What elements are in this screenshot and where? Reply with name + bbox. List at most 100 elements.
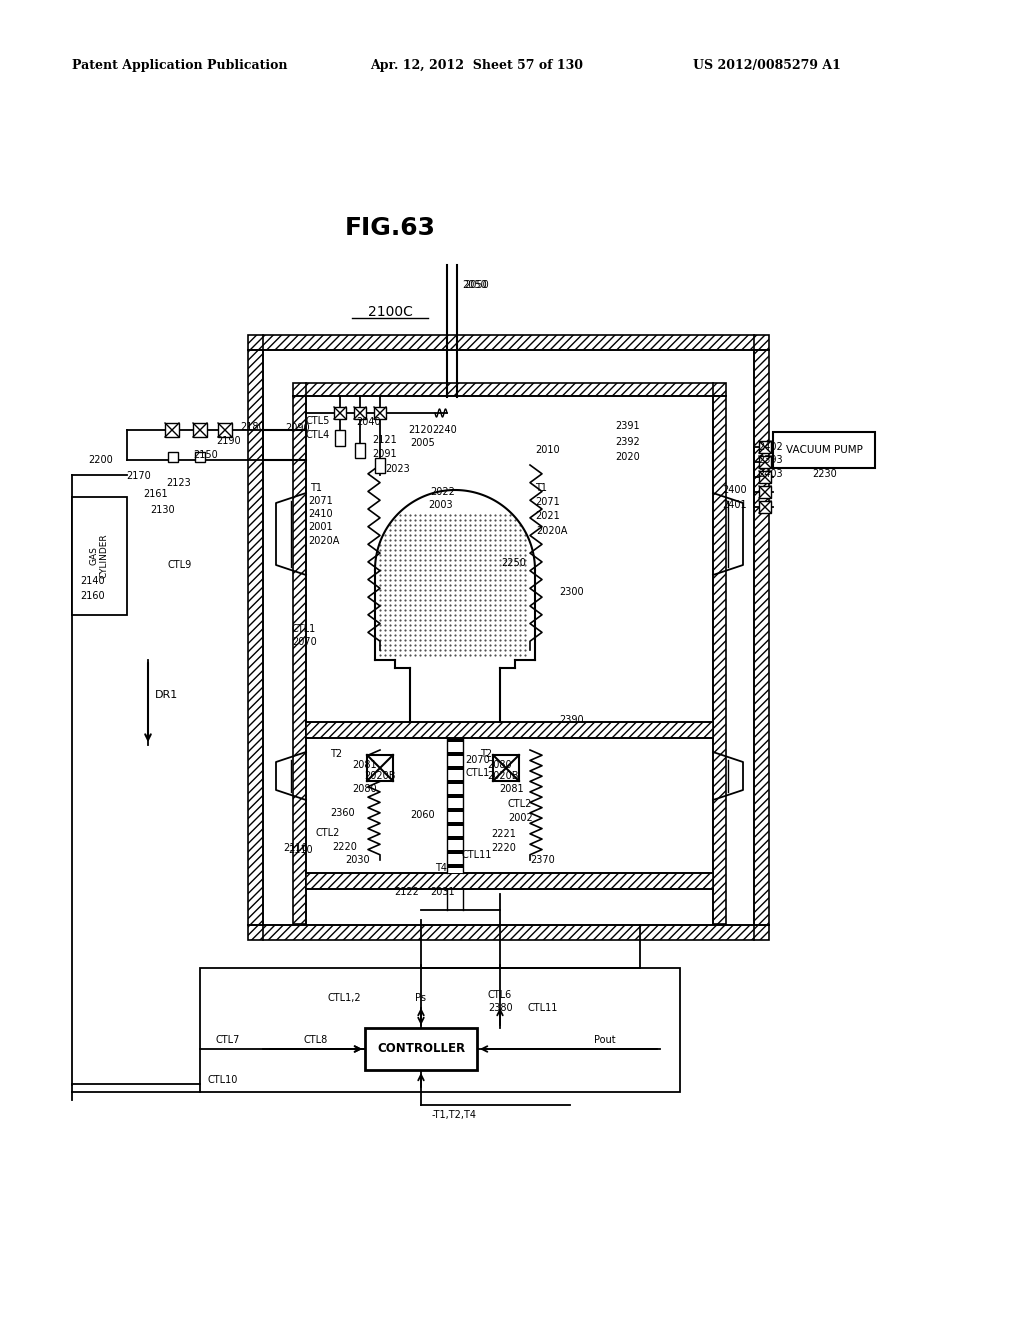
- Text: CTL2: CTL2: [315, 828, 339, 838]
- Text: 2060: 2060: [410, 810, 434, 820]
- Text: T4: T4: [435, 863, 447, 873]
- Text: 2090: 2090: [285, 422, 309, 433]
- Text: 2050: 2050: [464, 280, 488, 290]
- Text: 2380: 2380: [488, 1003, 513, 1012]
- Bar: [447, 766, 463, 770]
- Text: 2220: 2220: [332, 842, 357, 851]
- Text: CTL10: CTL10: [207, 1074, 238, 1085]
- Text: T1: T1: [310, 483, 322, 492]
- Text: 2023: 2023: [385, 465, 410, 474]
- Text: CTL7: CTL7: [215, 1035, 240, 1045]
- Bar: [218, 422, 232, 437]
- Text: 2080: 2080: [352, 784, 377, 795]
- Text: 2081: 2081: [352, 760, 377, 770]
- Text: 2003: 2003: [428, 500, 453, 510]
- Text: 2161: 2161: [143, 488, 168, 499]
- Text: 2020A: 2020A: [308, 536, 339, 546]
- Text: 2080: 2080: [487, 760, 512, 770]
- Text: Pout: Pout: [594, 1035, 615, 1045]
- Bar: [447, 759, 463, 763]
- Bar: [355, 444, 365, 458]
- Text: 2020: 2020: [615, 451, 640, 462]
- Bar: [306, 873, 713, 888]
- Text: 2100C: 2100C: [368, 305, 413, 319]
- Text: CTL6: CTL6: [488, 990, 512, 1001]
- Text: 2250: 2250: [501, 558, 526, 568]
- Text: 2160: 2160: [80, 591, 104, 601]
- Bar: [759, 441, 771, 453]
- Text: 2393: 2393: [758, 455, 782, 465]
- Text: 2390: 2390: [559, 715, 584, 725]
- Text: 2123: 2123: [166, 478, 190, 488]
- Bar: [759, 502, 771, 513]
- Bar: [447, 780, 463, 784]
- Text: 2081: 2081: [499, 784, 523, 795]
- Text: 2020B: 2020B: [364, 771, 395, 781]
- Bar: [447, 843, 463, 847]
- Text: T2: T2: [330, 748, 342, 759]
- Text: 2020A: 2020A: [536, 525, 567, 536]
- Bar: [335, 430, 345, 446]
- Text: 2240: 2240: [432, 425, 457, 436]
- Text: T1: T1: [535, 483, 547, 492]
- Bar: [447, 744, 463, 748]
- Text: 2005: 2005: [410, 438, 435, 447]
- Bar: [754, 350, 769, 925]
- Text: CTL4: CTL4: [305, 430, 330, 440]
- Text: Patent Application Publication: Patent Application Publication: [72, 58, 288, 71]
- Text: 2300: 2300: [559, 587, 584, 597]
- Text: 2001: 2001: [308, 521, 333, 532]
- Bar: [354, 407, 366, 418]
- Bar: [447, 822, 463, 826]
- Bar: [447, 829, 463, 833]
- Text: 2071: 2071: [535, 498, 560, 507]
- Bar: [193, 422, 207, 437]
- Text: T2: T2: [480, 748, 493, 759]
- Text: FIG.63: FIG.63: [344, 216, 435, 240]
- Text: 2220: 2220: [490, 843, 516, 853]
- Text: DR1: DR1: [155, 690, 178, 700]
- Text: 2031: 2031: [430, 887, 455, 898]
- Text: GAS
CYLINDER: GAS CYLINDER: [89, 533, 109, 578]
- Text: 2130: 2130: [150, 506, 175, 515]
- Bar: [447, 795, 463, 799]
- Bar: [248, 335, 769, 350]
- Bar: [447, 738, 463, 742]
- Text: 2040: 2040: [356, 417, 381, 426]
- Bar: [447, 814, 463, 818]
- Bar: [293, 396, 306, 924]
- Text: 2050: 2050: [462, 280, 486, 290]
- Text: CTL1: CTL1: [465, 768, 489, 777]
- Text: CONTROLLER: CONTROLLER: [377, 1043, 465, 1056]
- Text: 2140: 2140: [80, 576, 104, 586]
- Bar: [365, 1028, 477, 1071]
- Text: 2120: 2120: [408, 425, 433, 436]
- Bar: [447, 738, 463, 873]
- Text: 2020B: 2020B: [487, 771, 518, 781]
- Bar: [759, 486, 771, 498]
- Bar: [375, 458, 385, 473]
- Text: CTL1: CTL1: [292, 624, 316, 634]
- Text: 2091: 2091: [372, 449, 396, 459]
- Text: 2030: 2030: [345, 855, 370, 865]
- Text: VACUUM PUMP: VACUUM PUMP: [785, 445, 862, 455]
- Text: 2070: 2070: [292, 638, 316, 647]
- Text: 2071: 2071: [308, 496, 333, 506]
- Bar: [447, 752, 463, 756]
- Text: 2230: 2230: [812, 469, 837, 479]
- Bar: [293, 383, 726, 396]
- Bar: [375, 510, 535, 660]
- Bar: [447, 808, 463, 812]
- Text: CTL8: CTL8: [303, 1035, 328, 1045]
- Text: CTL5: CTL5: [305, 416, 330, 426]
- Text: CTL11: CTL11: [528, 1003, 558, 1012]
- Bar: [493, 755, 519, 781]
- Text: CTL2: CTL2: [508, 799, 532, 809]
- Text: 2110: 2110: [288, 845, 312, 855]
- Bar: [200, 968, 680, 1092]
- Bar: [367, 755, 393, 781]
- Text: US 2012/0085279 A1: US 2012/0085279 A1: [693, 58, 841, 71]
- Bar: [374, 407, 386, 418]
- Bar: [447, 801, 463, 805]
- Bar: [195, 451, 205, 462]
